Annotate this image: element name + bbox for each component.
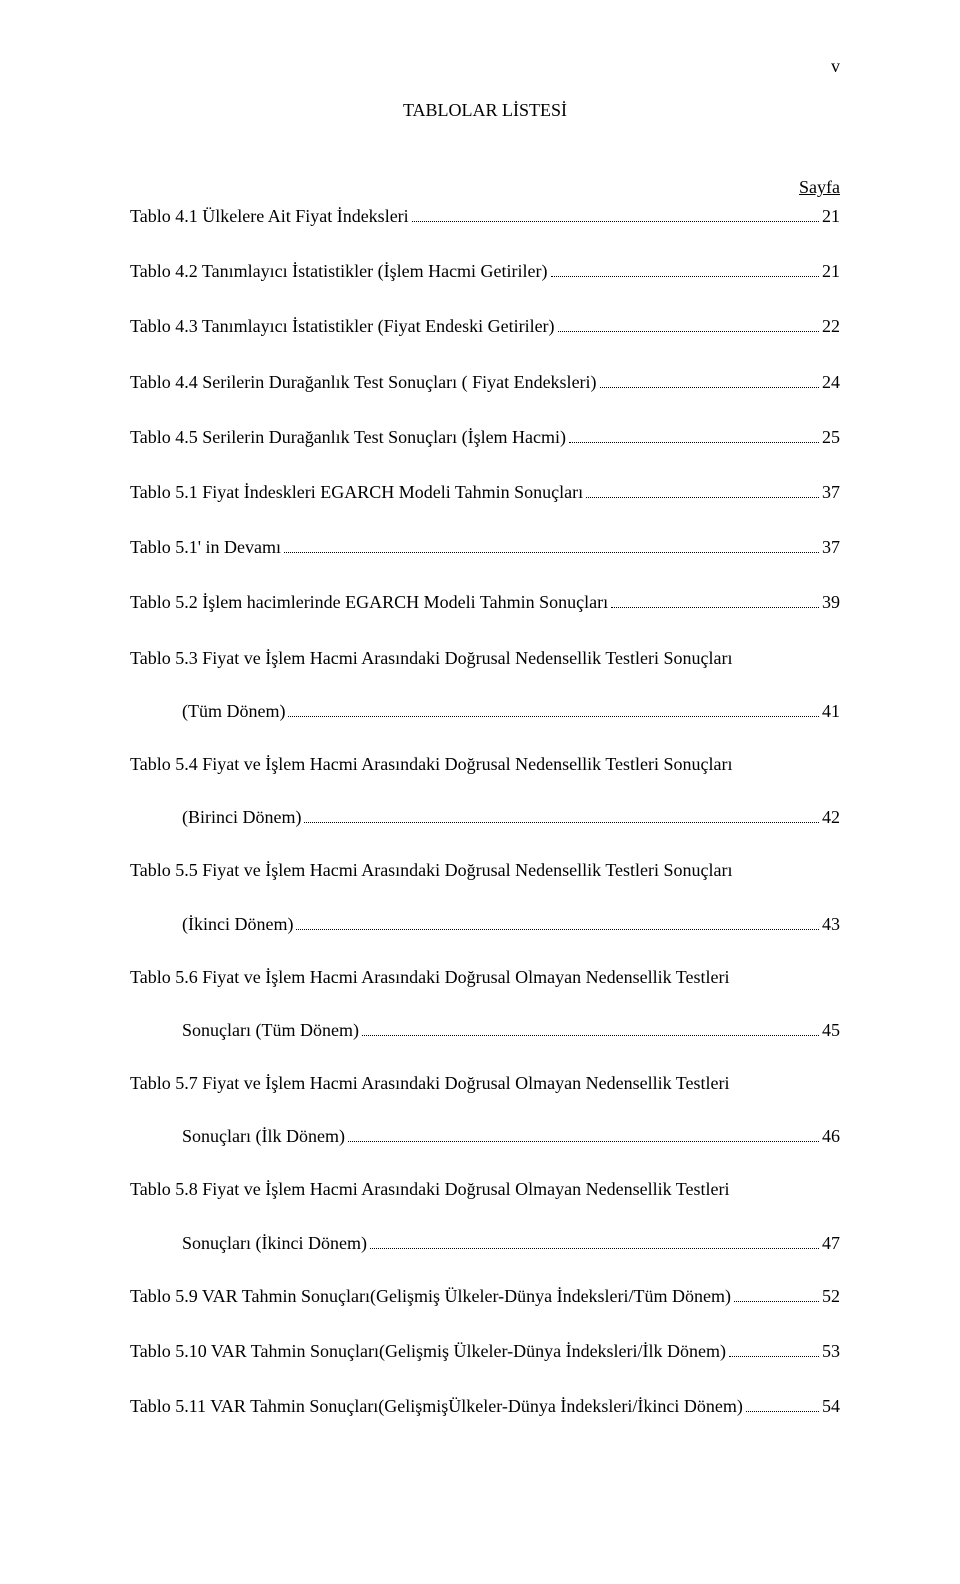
toc-label: Tablo 4.4 Serilerin Durağanlık Test Sonu… xyxy=(130,370,597,395)
toc-label-line1: Tablo 5.8 Fiyat ve İşlem Hacmi Arasındak… xyxy=(130,1177,840,1202)
toc-label: (Tüm Dönem) xyxy=(182,701,285,722)
toc-entry: Tablo 4.1 Ülkelere Ait Fiyat İndeksleri 2… xyxy=(130,204,840,229)
toc-entry: Tablo 5.7 Fiyat ve İşlem Hacmi Arasındak… xyxy=(130,1071,840,1147)
toc-page-number: 52 xyxy=(822,1284,840,1309)
toc-leader-dots xyxy=(288,701,819,717)
toc-entry: Tablo 4.5 Serilerin Durağanlık Test Sonu… xyxy=(130,425,840,450)
toc-leader-dots xyxy=(304,807,819,823)
toc-label: Tablo 5.9 VAR Tahmin Sonuçları(Gelişmiş … xyxy=(130,1284,731,1309)
toc-page-number: 43 xyxy=(822,914,840,935)
toc-entry: Tablo 5.6 Fiyat ve İşlem Hacmi Arasındak… xyxy=(130,965,840,1041)
toc-leader-dots xyxy=(558,316,819,332)
toc-page-number: 21 xyxy=(822,204,840,229)
toc-label: Tablo 5.2 İşlem hacimlerinde EGARCH Mode… xyxy=(130,590,608,615)
toc-page-number: 41 xyxy=(822,701,840,722)
toc-label: Sonuçları (İkinci Dönem) xyxy=(182,1233,367,1254)
toc-entry: Tablo 5.9 VAR Tahmin Sonuçları(Gelişmiş … xyxy=(130,1284,840,1309)
toc-leader-dots xyxy=(569,427,819,443)
toc-leader-dots xyxy=(586,482,819,498)
toc-entry: Tablo 5.8 Fiyat ve İşlem Hacmi Arasındak… xyxy=(130,1177,840,1253)
toc-label: Tablo 5.1 Fiyat İndeskleri EGARCH Modeli… xyxy=(130,480,583,505)
toc-page-number: 25 xyxy=(822,425,840,450)
toc-label-line2: Sonuçları (İlk Dönem) 46 xyxy=(130,1126,840,1147)
toc-entry: Tablo 5.11 VAR Tahmin Sonuçları(Gelişmiş… xyxy=(130,1394,840,1419)
toc-leader-dots xyxy=(412,206,819,222)
toc-label: Tablo 4.2 Tanımlayıcı İstatistikler (İşl… xyxy=(130,259,548,284)
toc-entry: Tablo 4.4 Serilerin Durağanlık Test Sonu… xyxy=(130,370,840,395)
toc-label-line1: Tablo 5.5 Fiyat ve İşlem Hacmi Arasındak… xyxy=(130,858,840,883)
toc-entry: Tablo 5.5 Fiyat ve İşlem Hacmi Arasındak… xyxy=(130,858,840,934)
toc-entry: Tablo 4.2 Tanımlayıcı İstatistikler (İşl… xyxy=(130,259,840,284)
toc-label: Tablo 5.10 VAR Tahmin Sonuçları(Gelişmiş… xyxy=(130,1339,726,1364)
toc-label: Tablo 5.11 VAR Tahmin Sonuçları(Gelişmiş… xyxy=(130,1394,743,1419)
toc-page-number: 46 xyxy=(822,1126,840,1147)
toc-page-number: 42 xyxy=(822,807,840,828)
toc-page-number: 54 xyxy=(822,1394,840,1419)
toc-page-number: 45 xyxy=(822,1020,840,1041)
toc-leader-dots xyxy=(296,913,819,929)
toc-label: Tablo 4.3 Tanımlayıcı İstatistikler (Fiy… xyxy=(130,314,555,339)
toc-entry: Tablo 5.1' in Devamı 37 xyxy=(130,535,840,560)
toc-page-number: 37 xyxy=(822,535,840,560)
toc-label: Tablo 4.5 Serilerin Durağanlık Test Sonu… xyxy=(130,425,566,450)
toc-page-number: 37 xyxy=(822,480,840,505)
toc-entry: Tablo 5.1 Fiyat İndeskleri EGARCH Modeli… xyxy=(130,480,840,505)
toc-label: Sonuçları (İlk Dönem) xyxy=(182,1126,345,1147)
toc-label-line2: Sonuçları (İkinci Dönem) 47 xyxy=(130,1233,840,1254)
toc-leader-dots xyxy=(370,1233,819,1249)
toc-label-line2: Sonuçları (Tüm Dönem) 45 xyxy=(130,1020,840,1041)
toc-label-line1: Tablo 5.6 Fiyat ve İşlem Hacmi Arasındak… xyxy=(130,965,840,990)
page-title: TABLOLAR LİSTESİ xyxy=(130,100,840,121)
page-number: v xyxy=(831,56,840,77)
toc-entry: Tablo 5.4 Fiyat ve İşlem Hacmi Arasındak… xyxy=(130,752,840,828)
toc-page-number: 24 xyxy=(822,370,840,395)
toc-label-line1: Tablo 5.3 Fiyat ve İşlem Hacmi Arasındak… xyxy=(130,646,840,671)
toc-leader-dots xyxy=(551,261,819,277)
toc-entry: Tablo 5.2 İşlem hacimlerinde EGARCH Mode… xyxy=(130,590,840,615)
sayfa-heading: Sayfa xyxy=(130,177,840,198)
toc-leader-dots xyxy=(600,371,819,387)
toc-leader-dots xyxy=(611,592,819,608)
toc-leader-dots xyxy=(348,1126,819,1142)
toc-page-number: 22 xyxy=(822,314,840,339)
table-of-contents: Tablo 4.1 Ülkelere Ait Fiyat İndeksleri 2… xyxy=(130,204,840,1419)
toc-label: Sonuçları (Tüm Dönem) xyxy=(182,1020,359,1041)
toc-label: Tablo 5.1' in Devamı xyxy=(130,535,281,560)
toc-label-line2: (Birinci Dönem) 42 xyxy=(130,807,840,828)
toc-label-line1: Tablo 5.4 Fiyat ve İşlem Hacmi Arasındak… xyxy=(130,752,840,777)
toc-label-line1: Tablo 5.7 Fiyat ve İşlem Hacmi Arasındak… xyxy=(130,1071,840,1096)
toc-page-number: 21 xyxy=(822,259,840,284)
toc-entry: Tablo 4.3 Tanımlayıcı İstatistikler (Fiy… xyxy=(130,314,840,339)
toc-label: (İkinci Dönem) xyxy=(182,914,293,935)
toc-page-number: 53 xyxy=(822,1339,840,1364)
toc-label-line2: (Tüm Dönem) 41 xyxy=(130,701,840,722)
toc-entry: Tablo 5.10 VAR Tahmin Sonuçları(Gelişmiş… xyxy=(130,1339,840,1364)
toc-entry: Tablo 5.3 Fiyat ve İşlem Hacmi Arasındak… xyxy=(130,646,840,722)
toc-leader-dots xyxy=(729,1341,819,1357)
toc-label: (Birinci Dönem) xyxy=(182,807,301,828)
toc-leader-dots xyxy=(746,1396,819,1412)
toc-leader-dots xyxy=(284,537,819,553)
toc-leader-dots xyxy=(734,1286,819,1302)
toc-leader-dots xyxy=(362,1020,819,1036)
toc-page-number: 39 xyxy=(822,590,840,615)
toc-page-number: 47 xyxy=(822,1233,840,1254)
toc-label-line2: (İkinci Dönem) 43 xyxy=(130,913,840,934)
toc-label: Tablo 4.1 Ülkelere Ait Fiyat İndeksleri xyxy=(130,204,409,229)
